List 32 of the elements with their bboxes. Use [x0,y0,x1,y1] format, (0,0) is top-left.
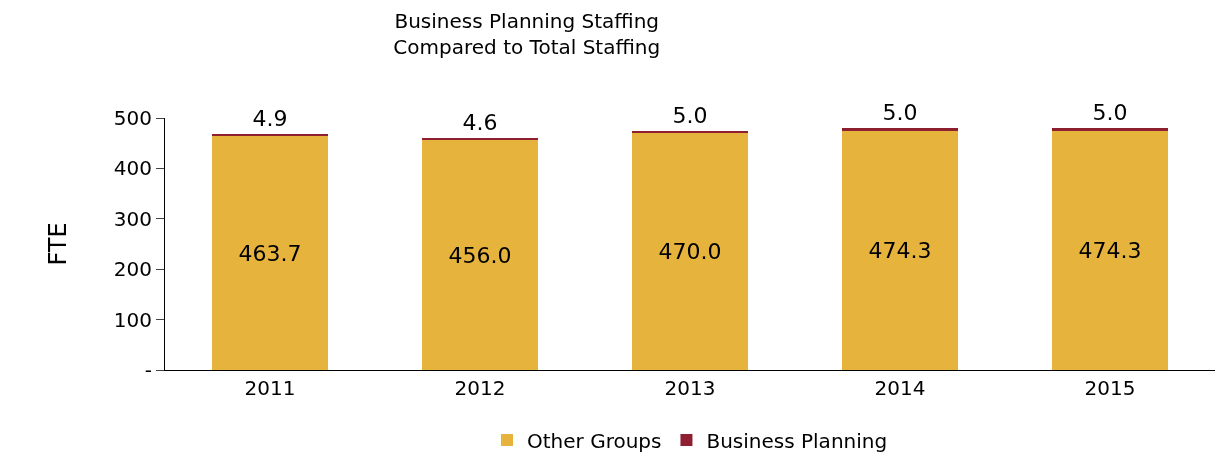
data-label: 474.3 [868,237,932,263]
data-label: 474.3 [1078,237,1142,263]
bar [842,130,958,370]
data-label: 470.0 [658,239,722,265]
x-tick-label: 2015 [1084,376,1136,400]
data-label: 4.6 [462,109,498,135]
chart-title: Business Planning Staffing Compared to Total Staffing [393,9,661,60]
legend-label: Business Planning [706,428,888,453]
y-tick-label: - [144,358,152,382]
x-tick-label: 2011 [244,376,296,400]
legend-label: Other Groups [527,428,662,453]
data-label: 4.9 [252,105,288,131]
bar [422,140,538,370]
y-tick-label: 100 [113,307,152,332]
y-tick-label: 200 [113,257,152,282]
y-tick-label: 300 [113,206,152,231]
x-tick-label: 2013 [664,376,716,400]
data-label: 5.0 [882,100,918,126]
bar [632,133,748,370]
bar [212,136,328,370]
bar [842,128,958,131]
data-label: 5.0 [672,102,708,128]
bar [1052,130,1168,370]
data-label: 5.0 [1092,100,1128,126]
bar [1052,128,1168,131]
y-axis-title: FTE [43,222,72,266]
x-tick-label: 2012 [454,376,506,400]
x-tick-label: 2014 [874,376,926,400]
y-tick-label: 400 [113,156,152,181]
data-label: 456.0 [448,242,512,268]
data-label: 463.7 [238,240,302,266]
y-tick-label: 500 [113,106,152,130]
